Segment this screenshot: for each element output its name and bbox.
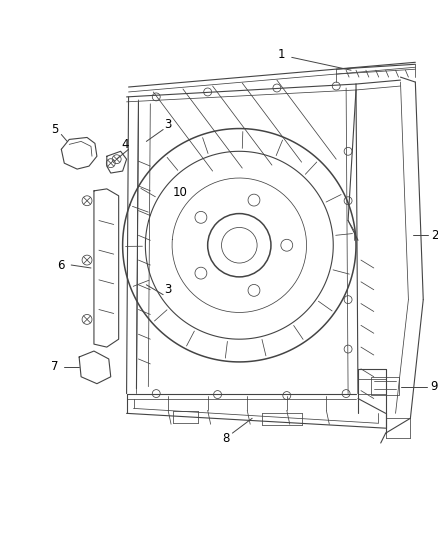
Text: 10: 10 (173, 187, 187, 199)
Text: 3: 3 (164, 118, 172, 131)
Text: 8: 8 (222, 432, 229, 445)
Text: 4: 4 (122, 138, 129, 151)
Text: 5: 5 (51, 123, 58, 136)
Text: 7: 7 (51, 360, 58, 374)
Text: 1: 1 (278, 48, 286, 61)
Text: 6: 6 (57, 259, 65, 271)
Text: 3: 3 (164, 283, 172, 296)
Text: 9: 9 (430, 380, 438, 393)
Text: 2: 2 (431, 229, 438, 242)
Bar (371, 377, 399, 394)
